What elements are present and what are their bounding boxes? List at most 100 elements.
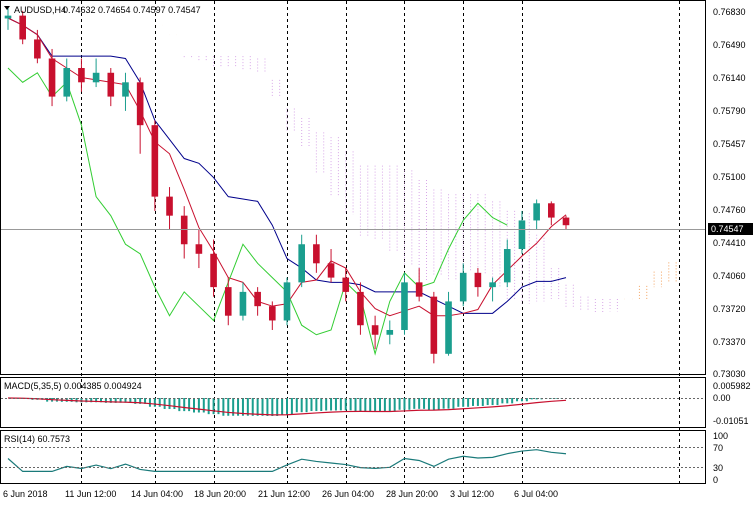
macd-bar <box>550 398 553 399</box>
macd-bar <box>104 398 107 403</box>
macd-bar <box>476 398 479 406</box>
price-scale: 0.76830 0.76490 0.76140 0.75790 0.75457 … <box>713 7 746 379</box>
macd-bar <box>232 398 235 416</box>
macd-bar <box>520 398 523 402</box>
candle-body <box>107 72 115 97</box>
macd-bar <box>325 398 328 411</box>
macd-bar <box>491 398 494 406</box>
candle-body <box>562 217 570 226</box>
candle-body <box>474 272 482 288</box>
macd-bar <box>437 398 440 410</box>
candle-body <box>78 68 85 83</box>
macd-bar <box>501 398 504 404</box>
price-label: 0.74060 <box>713 271 746 281</box>
macd-bar <box>168 398 171 410</box>
candle-body <box>357 291 364 326</box>
candle-body <box>254 291 261 307</box>
macd-bar <box>442 398 445 409</box>
macd-bar <box>207 398 210 415</box>
candle-body <box>415 282 423 297</box>
macd-bar <box>197 398 200 413</box>
macd-bar <box>516 398 519 402</box>
price-label: 0.76140 <box>713 73 746 83</box>
macd-bar <box>388 398 391 412</box>
macd-bar <box>432 398 435 410</box>
time-label: 28 Jun 20:00 <box>386 489 438 499</box>
macd-bar <box>330 398 333 411</box>
macd-bar <box>90 398 93 403</box>
macd-bar <box>305 398 308 413</box>
candle-body <box>445 301 452 354</box>
macd-scale-label: 0.005982 <box>713 381 751 391</box>
symbol-label: AUDUSD,H4 <box>14 5 66 15</box>
macd-bar <box>555 398 558 399</box>
macd-bar <box>300 398 303 413</box>
macd-bar <box>70 398 73 402</box>
macd-bar <box>114 398 117 403</box>
macd-bar <box>271 398 274 416</box>
dropdown-triangle-icon[interactable] <box>4 6 10 10</box>
price-label: 0.74760 <box>713 205 746 215</box>
macd-bar <box>481 398 484 406</box>
candle-body <box>401 282 408 330</box>
current-price-label: 0.74547 <box>711 224 744 234</box>
rsi-scale-label: 100 <box>713 431 728 441</box>
candle-body <box>548 203 555 218</box>
macd-bar <box>251 398 254 416</box>
time-axis: 6 Jun 2018 11 Jun 12:00 14 Jun 04:00 18 … <box>3 489 558 499</box>
candle-body <box>210 253 217 288</box>
price-label: 0.75100 <box>713 172 746 182</box>
macd-bar <box>525 398 528 402</box>
macd-bar <box>403 398 406 410</box>
macd-bar <box>423 398 426 409</box>
macd-bar <box>144 398 147 404</box>
candle-body <box>63 68 71 97</box>
time-label: 18 Jun 20:00 <box>194 489 246 499</box>
macd-signal-line <box>7 397 567 416</box>
time-gridlines <box>81 1 680 485</box>
time-label: 26 Jun 04:00 <box>322 489 374 499</box>
macd-bar <box>413 398 416 409</box>
candle-body <box>92 72 100 83</box>
candle-body <box>386 329 394 335</box>
candle-body <box>518 220 526 250</box>
macd-bar <box>467 398 470 407</box>
current-price-badge <box>708 223 753 235</box>
chikou-span-line <box>7 67 508 356</box>
macd-bar <box>217 398 220 415</box>
rsi-label: RSI(14) 60.7573 <box>4 434 70 444</box>
price-label: 0.73720 <box>713 304 746 314</box>
macd-bar <box>408 398 411 410</box>
rsi-polyline <box>7 449 567 472</box>
macd-bar <box>530 398 533 400</box>
macd-bar <box>320 398 323 412</box>
candle-body <box>19 15 26 40</box>
macd-bar <box>310 398 313 412</box>
macd-bar <box>315 398 318 412</box>
macd-bar <box>85 398 88 403</box>
rsi-scale-label: 70 <box>713 443 723 453</box>
macd-bar <box>158 398 161 407</box>
candle-body <box>533 203 540 221</box>
macd-bar <box>222 398 225 416</box>
macd-bar <box>119 398 122 403</box>
candle-body <box>283 282 291 321</box>
macd-bar <box>266 398 269 416</box>
macd-bar <box>109 398 112 403</box>
macd-bar <box>276 398 279 416</box>
macd-bar <box>457 398 460 407</box>
macd-bar <box>75 398 78 403</box>
macd-bar <box>163 398 166 410</box>
macd-bar <box>261 398 264 416</box>
macd-bar <box>496 398 499 406</box>
macd-bar <box>379 398 381 412</box>
macd-bar <box>334 398 337 411</box>
macd-bar <box>95 398 98 403</box>
macd-bar <box>188 398 191 412</box>
macd-histogram <box>7 397 572 416</box>
macd-bar <box>193 398 195 413</box>
macd-bar <box>374 398 377 412</box>
macd-bar <box>212 398 215 415</box>
macd-bar <box>339 398 342 411</box>
